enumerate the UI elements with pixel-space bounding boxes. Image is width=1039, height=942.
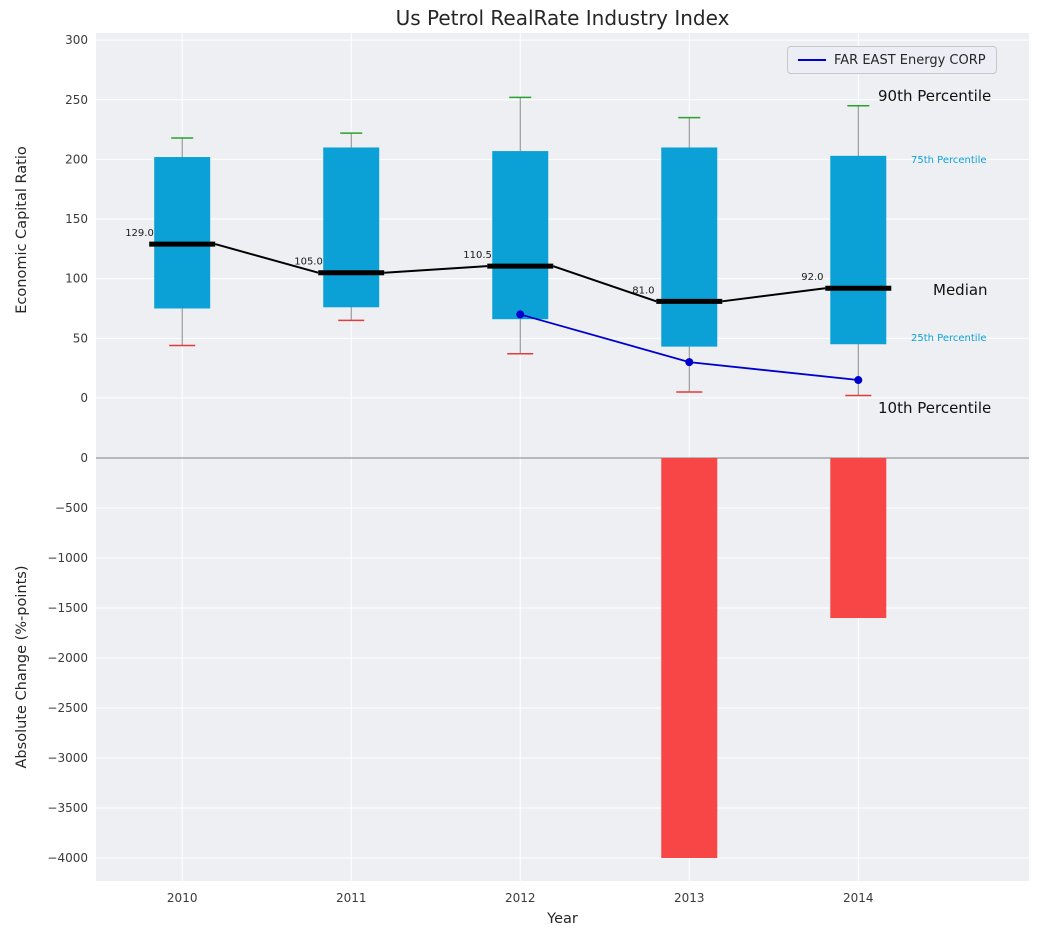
median-value-label-2010: 129.0 xyxy=(125,228,154,239)
ytick-bottom: −2500 xyxy=(47,701,88,715)
ytick-top: 0 xyxy=(80,391,88,405)
ytick-top: 100 xyxy=(65,272,88,286)
ylabel-economic-capital-ratio: Economic Capital Ratio xyxy=(14,146,30,314)
ytick-bottom: −4000 xyxy=(47,851,88,865)
median-connector xyxy=(722,287,826,303)
iqr-box-2012 xyxy=(492,151,549,320)
ytick-top: 150 xyxy=(65,212,88,226)
iqr-box-2013 xyxy=(661,147,718,347)
ytick-top: 200 xyxy=(65,152,88,166)
ytick-top: 50 xyxy=(73,331,88,345)
xtick-2014: 2014 xyxy=(843,891,874,905)
ytick-top: 300 xyxy=(65,33,88,47)
xtick-2011: 2011 xyxy=(336,891,367,905)
median-connector xyxy=(384,265,488,274)
chart-title: Us Petrol RealRate Industry Index xyxy=(395,6,730,30)
ytick-bottom: −3000 xyxy=(47,751,88,765)
iqr-box-2010 xyxy=(154,157,211,309)
annotation-median: Median xyxy=(933,281,988,299)
iqr-box-2014 xyxy=(830,155,887,345)
ytick-top: 250 xyxy=(65,93,88,107)
legend-box: FAR EAST Energy CORP xyxy=(787,46,997,74)
ytick-bottom: −1000 xyxy=(47,551,88,565)
change-bar-2013 xyxy=(661,458,718,858)
company-marker xyxy=(854,376,863,385)
xtick-2013: 2013 xyxy=(674,891,705,905)
xlabel-year: Year xyxy=(547,911,578,927)
change-bar-2014 xyxy=(830,458,887,618)
ytick-bottom: −3500 xyxy=(47,801,88,815)
ylabel-absolute-change: Absolute Change (%-points) xyxy=(14,565,30,769)
annotation-90th-percentile: 90th Percentile xyxy=(878,87,992,105)
median-value-label-2012: 110.5 xyxy=(463,250,492,261)
ytick-bottom: −500 xyxy=(55,501,88,515)
company-marker xyxy=(685,358,694,367)
ytick-bottom: −2000 xyxy=(47,651,88,665)
xtick-2012: 2012 xyxy=(505,891,536,905)
median-connector xyxy=(552,265,657,303)
legend-line-sample xyxy=(798,59,826,61)
xtick-2010: 2010 xyxy=(167,891,198,905)
annotation-10th-percentile: 10th Percentile xyxy=(878,399,992,417)
annotation-25th-percentile: 25th Percentile xyxy=(911,333,987,344)
median-value-label-2011: 105.0 xyxy=(294,257,323,268)
bottom-plot-background xyxy=(96,448,1029,881)
company-marker xyxy=(516,310,525,319)
median-connector xyxy=(214,243,319,274)
iqr-box-2011 xyxy=(323,147,380,308)
legend-label: FAR EAST Energy CORP xyxy=(834,52,986,68)
annotation-75th-percentile: 75th Percentile xyxy=(911,155,987,166)
median-value-label-2013: 81.0 xyxy=(632,285,654,296)
ytick-bottom: 0 xyxy=(80,451,88,465)
median-value-label-2014: 92.0 xyxy=(801,272,823,283)
ytick-bottom: −1500 xyxy=(47,601,88,615)
